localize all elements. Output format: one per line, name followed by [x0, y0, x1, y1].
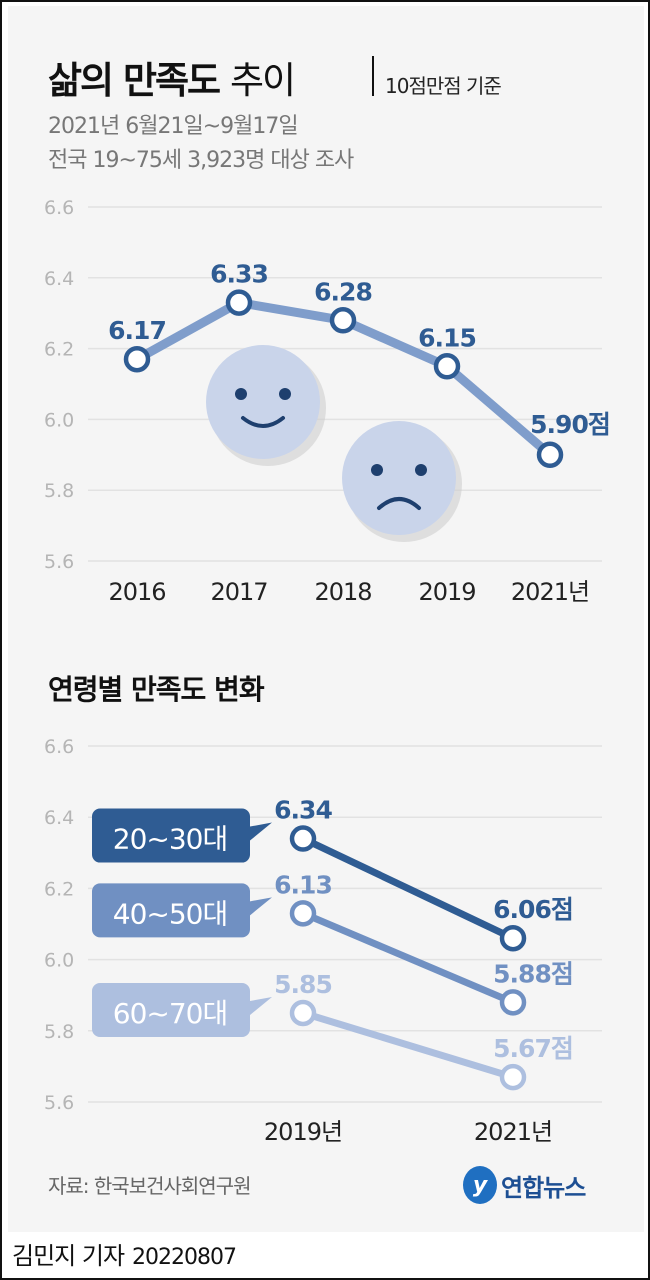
x-tick-label: 2021년 — [474, 1118, 552, 1146]
y-tick-label: 6.0 — [44, 409, 74, 431]
section2-title: 연령별 만족도 변화 — [48, 673, 265, 706]
y-tick-label: 5.8 — [44, 480, 74, 502]
x-tick-label: 2016 — [108, 578, 165, 606]
yonhap-logo: y 연합뉴스 — [463, 1166, 586, 1204]
subtitle-period: 2021년 6월21일~9월17일 — [48, 114, 299, 139]
y-tick-label: 6.4 — [44, 268, 74, 290]
data-label: 5.85 — [274, 970, 332, 999]
y-tick-label: 6.0 — [44, 950, 74, 972]
y-tick-label: 6.2 — [44, 339, 74, 361]
data-point — [329, 307, 357, 334]
data-point — [499, 924, 527, 952]
series-line — [301, 835, 515, 942]
logo-text: 연합뉴스 — [501, 1173, 586, 1202]
y-tick-label: 5.6 — [44, 1092, 74, 1114]
y-tick-label: 5.8 — [44, 1021, 74, 1043]
smiley-face-icon-eye — [279, 388, 291, 400]
series-name: 40~50대 — [113, 897, 227, 930]
subtitle-sample: 전국 19~75세 3,923명 대상 조사 — [48, 148, 354, 173]
series-label-bubble — [92, 983, 272, 1037]
yonhap-logo-icon: y — [463, 1166, 497, 1204]
data-label: 6.17 — [108, 316, 166, 345]
sad-face-icon — [342, 421, 456, 535]
series-name: 60~70대 — [113, 997, 227, 1030]
data-point — [225, 289, 253, 316]
title-divider — [372, 56, 374, 96]
data-point — [289, 999, 317, 1027]
data-label: 6.15 — [418, 323, 476, 352]
byline: 김민지 기자 20220807 — [12, 1236, 237, 1271]
y-tick-label: 6.4 — [44, 807, 74, 829]
source-note: 자료: 한국보건사회연구원 — [48, 1174, 251, 1198]
y-tick-label: 6.2 — [44, 878, 74, 900]
data-label: 6.06점 — [493, 895, 573, 924]
sad-face-icon-eye — [415, 464, 427, 476]
x-tick-label: 2017 — [210, 578, 267, 606]
data-label: 5.90점 — [530, 410, 610, 439]
x-tick-label: 2019년 — [264, 1118, 342, 1146]
page-title: 삶의 만족도 추이 — [48, 59, 296, 102]
smiley-face-icon-eye — [235, 388, 247, 400]
series-line — [301, 1009, 515, 1081]
data-point — [499, 989, 527, 1016]
data-label: 6.34 — [274, 796, 332, 825]
smiley-face-icon — [206, 345, 320, 459]
data-point — [433, 353, 461, 380]
reporter-name: 김민지 기자 — [12, 1242, 125, 1270]
data-point — [289, 825, 317, 852]
x-tick-label: 2019 — [418, 578, 475, 606]
series-label-bubble — [92, 883, 272, 938]
data-label: 6.33 — [210, 260, 268, 289]
data-point — [289, 900, 317, 927]
unit-note: 10점만점 기준 — [385, 74, 502, 98]
publish-date: 20220807 — [132, 1245, 237, 1270]
sad-face-icon-eye — [371, 464, 383, 476]
data-point — [536, 441, 564, 469]
data-point — [499, 1063, 527, 1091]
x-tick-label: 2018 — [314, 578, 371, 606]
smiley-face-icon-mouth — [241, 416, 285, 428]
series-name: 20~30대 — [113, 823, 227, 856]
x-tick-label: 2021년 — [511, 578, 589, 606]
sad-face-icon-mouth — [377, 497, 421, 510]
data-label: 6.28 — [314, 277, 372, 306]
y-tick-label: 5.6 — [44, 551, 74, 573]
data-label: 5.67점 — [493, 1034, 573, 1063]
y-tick-label: 6.6 — [44, 736, 74, 758]
data-label: 6.13 — [274, 870, 332, 899]
series-label-bubble — [92, 808, 272, 863]
series-line — [301, 910, 515, 1006]
data-label: 5.88점 — [493, 959, 573, 988]
data-point — [123, 345, 151, 373]
y-tick-label: 6.6 — [44, 197, 74, 219]
